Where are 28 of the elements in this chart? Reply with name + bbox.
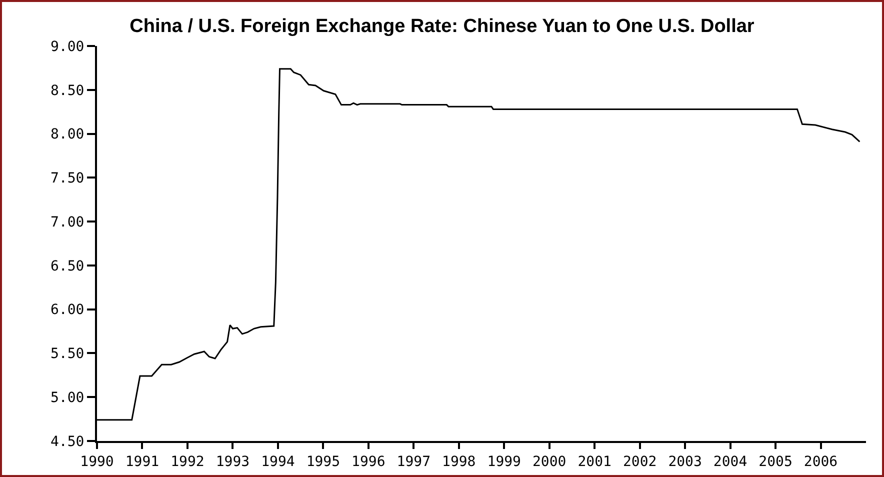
x-tick-label: 1993	[216, 454, 250, 470]
x-tick-label: 1991	[125, 454, 160, 470]
y-tick-label: 5.00	[50, 390, 84, 406]
y-tick-label: 5.50	[50, 346, 84, 362]
x-tick-label: 2002	[622, 454, 657, 470]
y-tick-label: 7.50	[50, 170, 84, 187]
y-tick-label: 6.50	[50, 258, 84, 274]
x-tick-label: 1994	[261, 454, 295, 470]
x-tick-label: 1995	[306, 454, 340, 470]
x-tick-label: 1998	[442, 454, 476, 470]
x-tick-label: 1992	[170, 454, 204, 470]
x-tick-label: 2001	[578, 454, 612, 470]
y-tick-label: 9.00	[50, 38, 84, 55]
x-tick-label: 1999	[487, 454, 521, 470]
x-tick-label: 1990	[80, 454, 114, 470]
y-tick-label: 8.00	[50, 126, 84, 143]
x-tick-label: 2004	[713, 454, 748, 470]
y-tick-label: 4.50	[50, 434, 84, 450]
chart-title: China / U.S. Foreign Exchange Rate: Chinese Yuan to One U.S. Dollar	[130, 16, 755, 37]
y-tick-label: 7.00	[50, 214, 84, 230]
y-tick-label: 8.50	[50, 82, 84, 99]
x-tick-label: 1997	[396, 454, 431, 470]
y-tick-label: 6.00	[50, 302, 84, 318]
x-tick-label: 2006	[804, 454, 838, 470]
x-tick-label: 2005	[758, 454, 792, 470]
x-tick-label: 2003	[668, 454, 702, 470]
x-tick-label: 1996	[352, 454, 386, 470]
x-tick-label: 2000	[532, 454, 566, 470]
